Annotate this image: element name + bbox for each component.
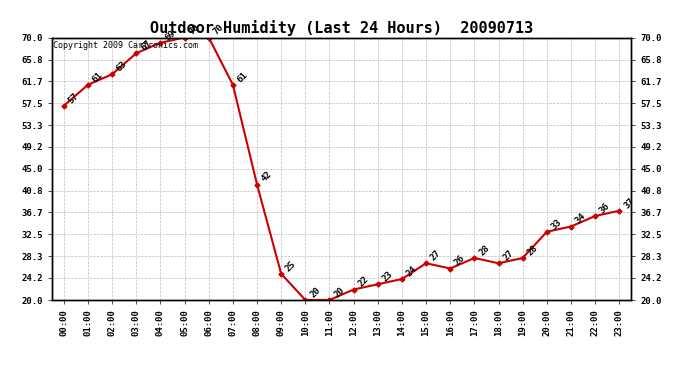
Title: Outdoor Humidity (Last 24 Hours)  20090713: Outdoor Humidity (Last 24 Hours) 2009071…: [150, 20, 533, 36]
Text: 69: 69: [164, 28, 177, 42]
Text: 70: 70: [212, 23, 226, 37]
Text: 57: 57: [67, 91, 81, 105]
Text: 36: 36: [598, 201, 612, 215]
Text: 67: 67: [139, 39, 153, 53]
Text: 27: 27: [502, 249, 515, 262]
Text: 24: 24: [405, 264, 419, 278]
Text: 61: 61: [91, 70, 105, 84]
Text: 26: 26: [453, 254, 467, 268]
Text: 34: 34: [574, 212, 588, 226]
Text: 20: 20: [333, 285, 346, 299]
Text: 70: 70: [188, 23, 201, 37]
Text: 61: 61: [236, 70, 250, 84]
Text: 25: 25: [284, 259, 298, 273]
Text: 28: 28: [477, 243, 491, 257]
Text: 37: 37: [622, 196, 636, 210]
Text: 28: 28: [526, 243, 540, 257]
Text: 33: 33: [550, 217, 564, 231]
Text: Copyright 2009 Cartronics.com: Copyright 2009 Cartronics.com: [53, 42, 198, 51]
Text: 22: 22: [357, 275, 371, 289]
Text: 63: 63: [115, 60, 129, 74]
Text: 23: 23: [381, 270, 395, 284]
Text: 20: 20: [308, 285, 322, 299]
Text: 42: 42: [260, 170, 274, 184]
Text: 27: 27: [429, 249, 443, 262]
